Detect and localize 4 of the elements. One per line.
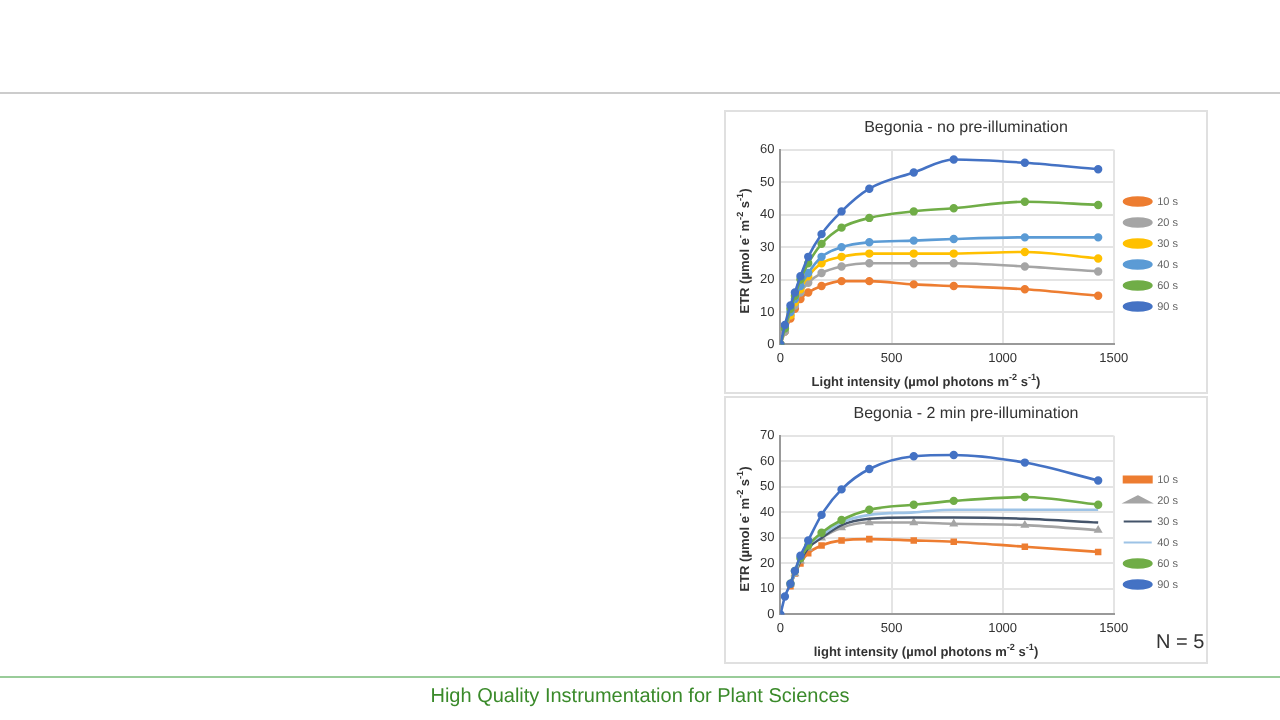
text: High Quality Instrumentation for Plant Sciences [428, 686, 852, 708]
chart-title: Begonia - 2 min pre-illumination [851, 404, 1081, 422]
text: N = 5 [1156, 632, 1205, 654]
chart-title: Begonia - no pre-illumination [862, 118, 1070, 136]
